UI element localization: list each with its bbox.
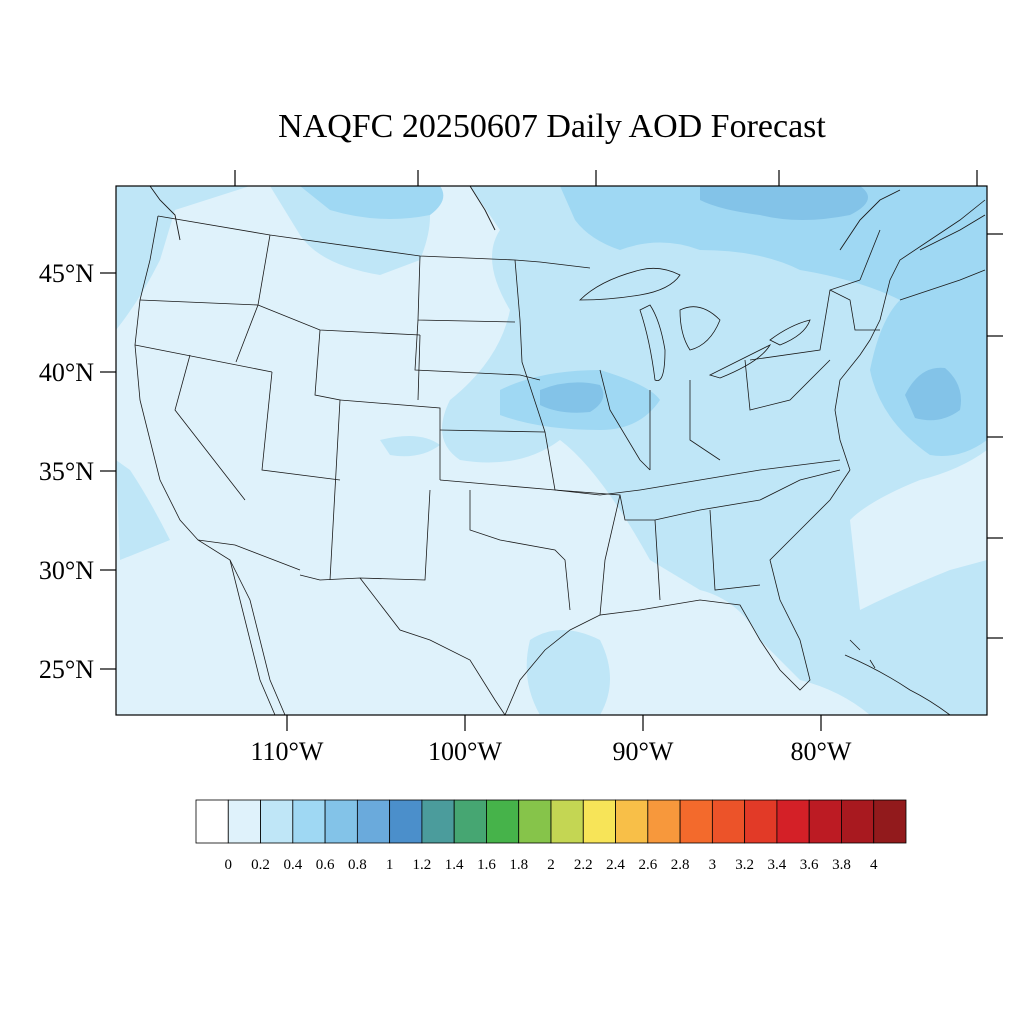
colorbar-label: 0.4 — [283, 857, 302, 873]
colorbar-swatch — [841, 799, 875, 844]
colorbar-swatch — [647, 799, 681, 844]
colorbar-swatch — [582, 799, 616, 844]
bottom-ticks — [286, 715, 822, 731]
aod-contour-0.2-0.4 — [116, 186, 987, 715]
colorbar-swatch — [679, 799, 713, 844]
lon-label-90: 90°W — [613, 737, 674, 766]
colorbar-label: 2 — [547, 857, 555, 873]
colorbar-label: 3.2 — [735, 857, 754, 873]
colorbar-label: 2.4 — [606, 857, 625, 873]
colorbar-label: 3.6 — [800, 857, 819, 873]
colorbar-swatch — [873, 799, 907, 844]
colorbar-label: 2.2 — [574, 857, 593, 873]
aod-contour-0.6-0.8 — [540, 186, 961, 421]
colorbar-swatch — [615, 799, 649, 844]
colorbar-label: 1 — [386, 857, 394, 873]
colorbar-swatch — [486, 799, 520, 844]
lat-label-35: 35°N — [39, 457, 94, 486]
colorbar-label: 1.2 — [413, 857, 432, 873]
longitude-labels: 110°W 100°W 90°W 80°W — [251, 737, 852, 766]
colorbar-swatch — [292, 799, 326, 844]
colorbar-label: 0.6 — [316, 857, 335, 873]
lat-label-30: 30°N — [39, 556, 94, 585]
top-ticks — [234, 170, 978, 186]
map-panel — [116, 186, 987, 715]
map-frame — [115, 185, 988, 716]
colorbar-swatch — [744, 799, 778, 844]
colorbar-swatch — [711, 799, 746, 844]
colorbar-label: 2.6 — [638, 857, 657, 873]
colorbar-swatch — [260, 799, 294, 844]
colorbar-label: 0.2 — [251, 857, 270, 873]
lat-label-25: 25°N — [39, 655, 94, 684]
colorbar-label: 3 — [709, 857, 717, 873]
colorbar-swatch — [518, 799, 552, 844]
colorbar-swatch — [776, 799, 810, 844]
state-boundaries — [134, 199, 986, 715]
colorbar-swatch — [550, 799, 584, 844]
lat-label-45: 45°N — [39, 259, 94, 288]
left-ticks — [100, 272, 116, 670]
colorbar-label: 0.8 — [348, 857, 367, 873]
colorbar-swatch — [195, 799, 229, 844]
colorbar-swatch — [808, 799, 842, 844]
colorbar-swatch — [227, 799, 261, 844]
colorbar-swatch — [421, 799, 455, 844]
map-title: NAQFC 20250607 Daily AOD Forecast — [278, 108, 826, 145]
colorbar — [195, 799, 907, 844]
colorbar-label: 4 — [870, 857, 878, 873]
colorbar-label: 1.8 — [509, 857, 528, 873]
colorbar-label: 3.4 — [768, 857, 787, 873]
colorbar-swatch — [356, 799, 391, 844]
canada-coastline — [149, 186, 986, 301]
colorbar-swatch — [324, 799, 358, 844]
colorbar-labels: 0 0.2 0.4 0.6 0.8 1 1.2 1.4 1.6 1.8 2 2.2 2.4 2.6 2.8 3… — [225, 857, 878, 873]
latitude-labels: 45°N 40°N 35°N 30°N 25°N — [39, 259, 94, 684]
right-ticks — [987, 233, 1003, 639]
colorbar-label: 1.6 — [477, 857, 496, 873]
colorbar-label: 1.4 — [445, 857, 464, 873]
colorbar-label: 0 — [225, 857, 233, 873]
lon-label-110: 110°W — [251, 737, 324, 766]
colorbar-swatch — [389, 799, 423, 844]
colorbar-label: 2.8 — [671, 857, 690, 873]
colorbar-label: 3.8 — [832, 857, 851, 873]
lat-label-40: 40°N — [39, 358, 94, 387]
colorbar-swatch — [453, 799, 487, 844]
lon-label-80: 80°W — [791, 737, 852, 766]
lon-label-100: 100°W — [428, 737, 502, 766]
